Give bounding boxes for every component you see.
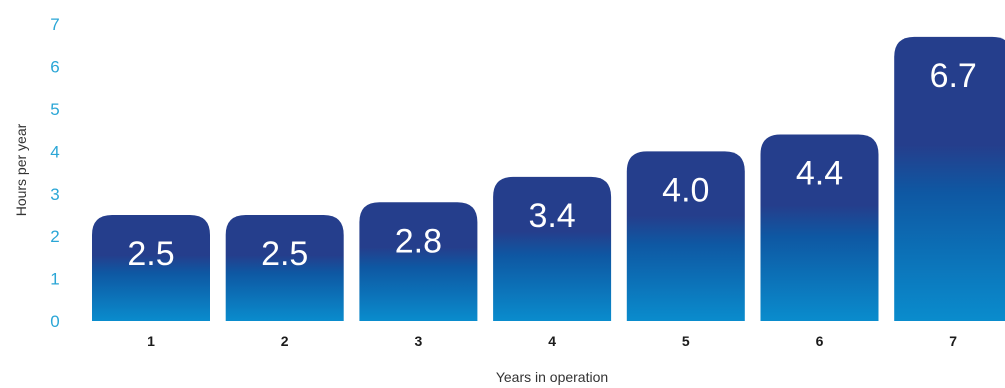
bar [493, 176, 612, 321]
bar-value-label: 6.7 [930, 57, 977, 95]
x-axis-label: Years in operation [496, 369, 608, 385]
x-tick-label: 6 [816, 333, 824, 349]
y-tick-label: 1 [50, 270, 59, 289]
y-tick-label: 0 [50, 312, 59, 331]
bar [626, 151, 745, 321]
bar-value-labels: 2.5 2.5 2.8 3.4 4.0 4.4 6.7 [127, 57, 976, 273]
y-tick-label: 4 [50, 142, 59, 161]
bar [760, 134, 879, 321]
bar-value-label: 2.8 [395, 222, 442, 260]
bar-value-label: 2.5 [261, 235, 308, 273]
bar-value-label: 4.0 [662, 171, 709, 209]
y-tick-label: 2 [50, 227, 59, 246]
y-axis-ticks: 0 1 2 3 4 5 6 7 [50, 15, 59, 331]
bar [92, 215, 210, 321]
y-tick-label: 3 [50, 185, 59, 204]
bars [92, 36, 1005, 321]
x-axis-ticks: 1 2 3 4 5 6 7 [147, 333, 957, 349]
bar-value-label: 2.5 [127, 235, 174, 273]
x-tick-label: 4 [548, 333, 556, 349]
x-tick-label: 3 [415, 333, 423, 349]
x-tick-label: 5 [682, 333, 690, 349]
bar [894, 36, 1005, 321]
y-tick-label: 7 [50, 15, 59, 34]
x-tick-label: 2 [281, 333, 289, 349]
y-tick-label: 5 [50, 100, 59, 119]
bar [225, 215, 344, 321]
y-tick-label: 6 [50, 58, 59, 77]
bar-value-label: 3.4 [528, 197, 575, 235]
x-tick-label: 7 [949, 333, 957, 349]
bar-value-label: 4.4 [796, 154, 843, 192]
bar [359, 202, 478, 321]
y-axis-label: Hours per year [13, 123, 29, 216]
x-tick-label: 1 [147, 333, 155, 349]
